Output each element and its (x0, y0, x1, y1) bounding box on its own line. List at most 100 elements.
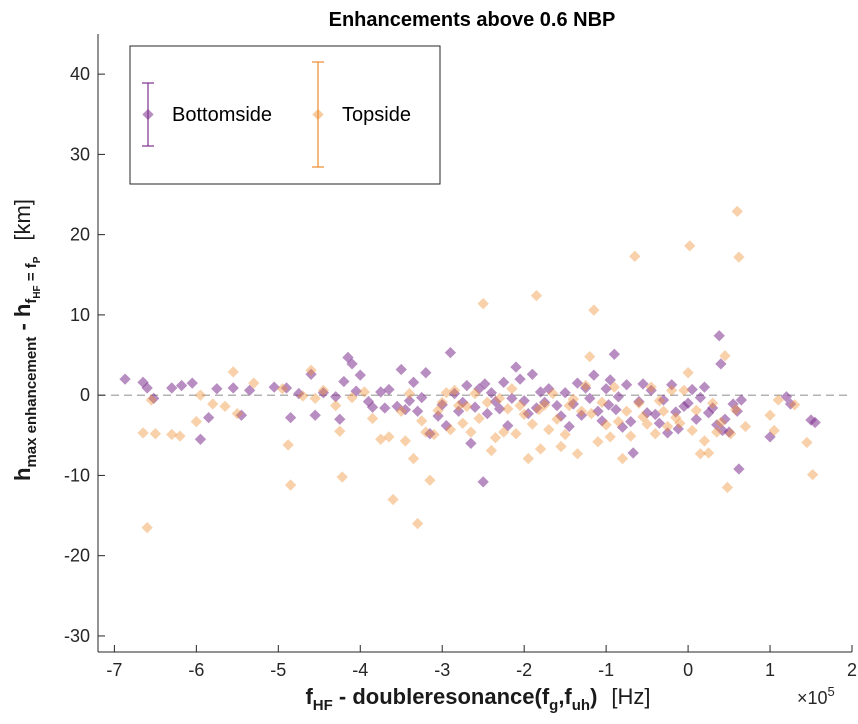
data-point-bottomside (411, 405, 424, 417)
data-point-bottomside (293, 387, 305, 400)
data-point-bottomside (661, 427, 674, 439)
data-point-bottomside (526, 368, 539, 380)
data-point-topside (702, 447, 715, 459)
y-tick-label: -20 (64, 546, 90, 566)
data-point-topside (489, 432, 502, 444)
data-point-topside (579, 379, 592, 392)
y-tick-label: 10 (70, 305, 90, 325)
x-tick-label: -5 (270, 660, 286, 680)
data-point-topside (297, 390, 309, 402)
data-point-bottomside (403, 395, 416, 407)
x-tick-label: -3 (434, 660, 450, 680)
series-bottomside (119, 330, 821, 488)
data-point-bottomside (469, 401, 481, 413)
y-tick-label: -10 (64, 465, 90, 485)
data-point-bottomside (666, 379, 678, 391)
data-point-bottomside (735, 394, 748, 406)
data-point-topside (149, 428, 162, 440)
data-point-topside (141, 521, 153, 534)
data-point-topside (682, 367, 694, 379)
ylabel-h: h (10, 468, 35, 481)
data-point-bottomside (440, 420, 452, 432)
xlabel-g-sub: g (549, 697, 558, 714)
data-point-bottomside (489, 395, 502, 408)
data-point-bottomside (309, 409, 321, 421)
data-point-bottomside (539, 396, 551, 409)
data-point-bottomside (670, 406, 682, 418)
data-point-topside (571, 448, 584, 460)
data-point-bottomside (723, 426, 735, 438)
data-point-topside (309, 392, 321, 405)
data-point-topside (596, 396, 608, 409)
data-point-topside (305, 364, 317, 376)
data-point-bottomside (119, 373, 131, 385)
x-tick-label: -4 (352, 660, 368, 680)
data-point-bottomside (334, 413, 346, 425)
data-point-topside (432, 404, 444, 417)
data-point-topside (592, 436, 604, 448)
data-point-bottomside (731, 405, 743, 417)
data-point-topside (807, 468, 819, 481)
data-point-topside (633, 397, 645, 409)
data-point-bottomside (243, 384, 256, 397)
x-tick-label: -2 (516, 660, 532, 680)
data-point-bottomside (602, 399, 615, 411)
data-point-topside (711, 426, 723, 438)
y-tick-label: 20 (70, 225, 90, 245)
data-point-bottomside (452, 405, 465, 417)
data-point-bottomside (375, 386, 387, 398)
data-point-topside (190, 415, 203, 428)
data-point-topside (729, 403, 742, 416)
data-point-bottomside (175, 379, 188, 392)
x-tick-label: 2 (847, 660, 857, 680)
data-point-topside (641, 418, 653, 430)
data-point-bottomside (432, 410, 444, 422)
data-point-bottomside (641, 407, 653, 419)
data-point-topside (436, 396, 448, 409)
data-point-topside (608, 381, 620, 393)
data-point-topside (555, 440, 567, 453)
data-point-bottomside (350, 385, 362, 397)
data-point-topside (690, 404, 702, 417)
data-point-bottomside (416, 391, 428, 404)
data-point-bottomside (407, 376, 420, 388)
data-point-topside (686, 424, 698, 437)
data-point-topside (674, 417, 686, 429)
data-point-bottomside (479, 378, 491, 390)
data-point-topside (584, 350, 596, 363)
data-point-topside (457, 417, 469, 429)
data-point-topside (533, 403, 545, 416)
data-point-bottomside (506, 392, 518, 405)
data-point-topside (725, 428, 737, 440)
data-point-bottomside (346, 358, 358, 370)
data-point-topside (534, 443, 547, 455)
data-point-bottomside (534, 386, 547, 398)
data-point-topside (477, 298, 489, 310)
data-point-bottomside (653, 417, 666, 429)
data-point-bottomside (481, 407, 493, 420)
data-point-topside (666, 384, 678, 397)
data-point-bottomside (690, 413, 702, 425)
data-point-topside (715, 416, 727, 429)
data-point-topside (653, 395, 666, 407)
ylabel-h-sub: max enhancement (23, 337, 40, 468)
data-point-topside (387, 493, 399, 506)
data-point-topside (465, 426, 477, 438)
data-point-bottomside (461, 379, 473, 392)
data-point-topside (346, 391, 358, 404)
data-point-topside (330, 399, 342, 412)
data-point-topside (461, 400, 473, 413)
data-point-bottomside (711, 419, 723, 431)
data-point-bottomside (637, 378, 649, 390)
data-point-bottomside (559, 387, 571, 399)
data-point-topside (444, 424, 457, 436)
data-point-topside (657, 405, 670, 417)
data-point-bottomside (202, 411, 215, 424)
data-point-bottomside (620, 379, 633, 391)
ylabel-f-sub: f (23, 298, 40, 304)
x-ticks: -7 -6 -5 -4 -3 -2 -1 0 1 2 (106, 645, 857, 680)
data-point-topside (788, 399, 801, 411)
data-point-bottomside (284, 411, 297, 424)
data-point-topside (284, 479, 297, 491)
